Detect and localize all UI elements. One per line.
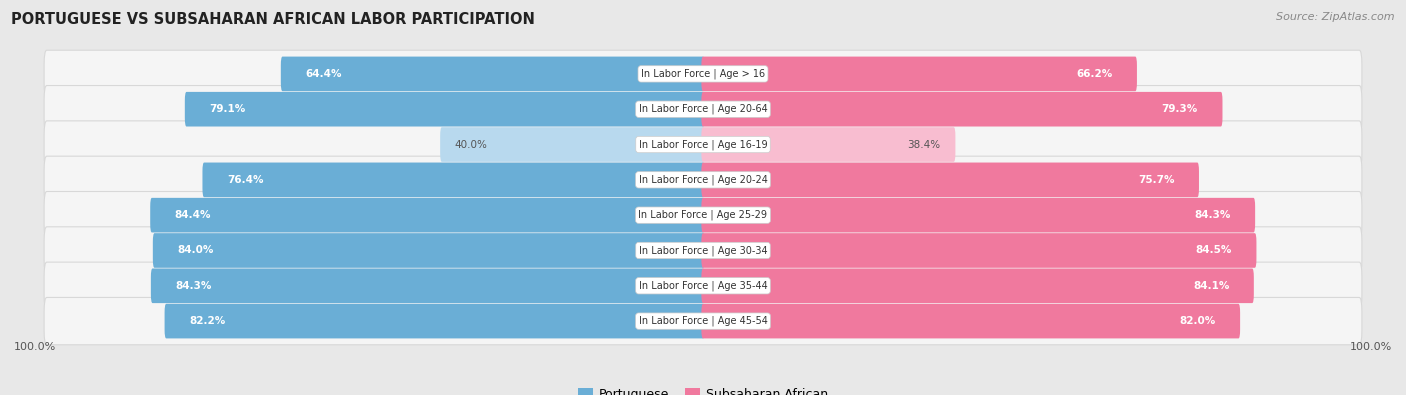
FancyBboxPatch shape [44,297,1362,345]
Text: 84.0%: 84.0% [177,245,214,256]
FancyBboxPatch shape [44,192,1362,239]
FancyBboxPatch shape [702,92,1222,126]
Text: 75.7%: 75.7% [1137,175,1174,185]
Text: 84.1%: 84.1% [1192,281,1229,291]
Text: 38.4%: 38.4% [908,139,941,150]
FancyBboxPatch shape [702,269,1254,303]
Text: In Labor Force | Age 35-44: In Labor Force | Age 35-44 [638,280,768,291]
FancyBboxPatch shape [153,233,704,268]
Text: 79.3%: 79.3% [1161,104,1198,114]
FancyBboxPatch shape [281,56,704,91]
Text: 84.5%: 84.5% [1195,245,1232,256]
FancyBboxPatch shape [165,304,704,339]
Text: 82.0%: 82.0% [1180,316,1216,326]
FancyBboxPatch shape [44,227,1362,274]
Legend: Portuguese, Subsaharan African: Portuguese, Subsaharan African [572,382,834,395]
FancyBboxPatch shape [702,127,956,162]
FancyBboxPatch shape [702,56,1137,91]
FancyBboxPatch shape [702,304,1240,339]
Text: In Labor Force | Age 16-19: In Labor Force | Age 16-19 [638,139,768,150]
FancyBboxPatch shape [44,262,1362,309]
FancyBboxPatch shape [44,121,1362,168]
Text: In Labor Force | Age 25-29: In Labor Force | Age 25-29 [638,210,768,220]
FancyBboxPatch shape [202,162,704,197]
Text: In Labor Force | Age > 16: In Labor Force | Age > 16 [641,69,765,79]
Text: 100.0%: 100.0% [14,342,56,352]
FancyBboxPatch shape [44,50,1362,98]
Text: 64.4%: 64.4% [305,69,342,79]
Text: In Labor Force | Age 20-24: In Labor Force | Age 20-24 [638,175,768,185]
FancyBboxPatch shape [44,156,1362,203]
FancyBboxPatch shape [150,198,704,233]
FancyBboxPatch shape [150,269,704,303]
FancyBboxPatch shape [702,233,1257,268]
Text: In Labor Force | Age 45-54: In Labor Force | Age 45-54 [638,316,768,326]
Text: In Labor Force | Age 30-34: In Labor Force | Age 30-34 [638,245,768,256]
FancyBboxPatch shape [44,86,1362,133]
Text: 84.4%: 84.4% [174,210,211,220]
Text: 76.4%: 76.4% [226,175,263,185]
Text: 84.3%: 84.3% [1194,210,1230,220]
FancyBboxPatch shape [440,127,704,162]
Text: 100.0%: 100.0% [1350,342,1392,352]
Text: 66.2%: 66.2% [1076,69,1112,79]
Text: 40.0%: 40.0% [456,139,488,150]
FancyBboxPatch shape [702,162,1199,197]
FancyBboxPatch shape [702,198,1256,233]
Text: PORTUGUESE VS SUBSAHARAN AFRICAN LABOR PARTICIPATION: PORTUGUESE VS SUBSAHARAN AFRICAN LABOR P… [11,12,536,27]
FancyBboxPatch shape [184,92,704,126]
Text: 82.2%: 82.2% [188,316,225,326]
Text: Source: ZipAtlas.com: Source: ZipAtlas.com [1277,12,1395,22]
Text: 79.1%: 79.1% [209,104,246,114]
Text: In Labor Force | Age 20-64: In Labor Force | Age 20-64 [638,104,768,115]
Text: 84.3%: 84.3% [176,281,212,291]
